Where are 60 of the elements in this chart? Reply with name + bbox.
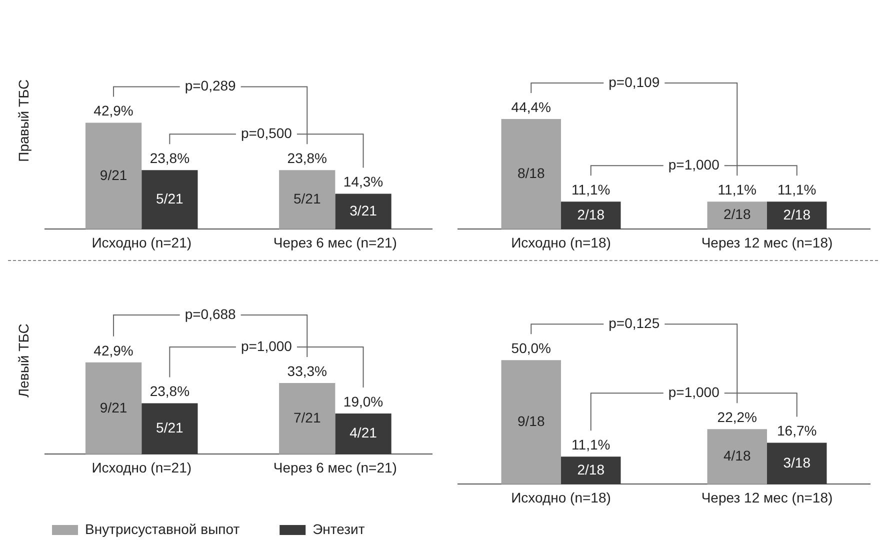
data-label: 23,8% <box>150 383 190 400</box>
legend-label: Энтезит <box>312 520 366 537</box>
text: p=0,688 <box>184 306 236 322</box>
data-label: 22,2% <box>717 408 757 425</box>
annotation: 9/18 <box>518 413 545 429</box>
annotation: 2/18 <box>577 206 605 222</box>
annotation: 2/18 <box>577 461 605 478</box>
annotation: 2/18 <box>783 206 811 222</box>
annotation: 3/18 <box>783 454 811 470</box>
annotation: 9/21 <box>100 166 128 183</box>
x-tick-label: Исходно (n=18) <box>511 489 611 506</box>
x-tick-label: Через 12 мес (n=18) <box>701 489 833 506</box>
bar <box>85 362 142 454</box>
x-tick-label: Исходно (n=18) <box>511 234 611 250</box>
data-label: 14,3% <box>343 174 384 190</box>
x-tick-label: Исходно (n=21) <box>92 234 192 250</box>
legend-label: Внутрисуставной выпот <box>85 520 240 537</box>
bar <box>335 414 392 454</box>
annotation: 8/18 <box>518 164 545 181</box>
data-label: 11,1% <box>778 182 816 198</box>
bar <box>279 382 336 454</box>
y-axis-title: Левый ТБС <box>15 324 32 398</box>
bar <box>707 429 767 484</box>
x-tick-label: Через 6 мес (n=21) <box>273 234 397 250</box>
annotation: 4/21 <box>350 424 378 441</box>
text: p=0,125 <box>608 314 660 331</box>
bar <box>501 360 561 484</box>
data-label: 44,4% <box>511 98 551 115</box>
annotation: 5/21 <box>294 190 321 207</box>
annotation: p=0,500 <box>240 124 292 141</box>
data-label: 42,9% <box>94 102 134 119</box>
annotation: p=1,000 <box>668 384 720 400</box>
x-tick-label: Через 6 мес (n=21) <box>273 459 397 476</box>
text: p=0,109 <box>608 74 660 90</box>
annotation: 7/21 <box>294 410 321 426</box>
data-label: 16,7% <box>777 422 817 439</box>
x-tick-label: Исходно (n=21) <box>92 459 192 476</box>
bar <box>561 456 621 484</box>
bar <box>142 403 198 454</box>
data-label: 19,0% <box>343 393 384 410</box>
text: p=1,000 <box>240 338 292 354</box>
annotation: 3/21 <box>350 202 378 218</box>
y-axis-title: Правый ТБС <box>15 79 32 162</box>
data-label: 23,8% <box>287 150 327 166</box>
data-label: 33,3% <box>287 362 327 379</box>
annotation: 5/21 <box>156 190 184 207</box>
annotation: 2/18 <box>724 206 751 222</box>
annotation: 5/21 <box>156 420 184 436</box>
x-tick-label: Через 12 мес (n=18) <box>701 234 833 250</box>
data-label: 50,0% <box>511 340 551 356</box>
data-label: 11,1% <box>572 182 610 198</box>
annotation: 4/18 <box>724 448 751 464</box>
annotation: 9/21 <box>100 399 128 416</box>
annotation: p=1,000 <box>668 156 720 173</box>
text: p=0,289 <box>184 78 236 94</box>
bar <box>767 442 827 484</box>
data-label: 23,8% <box>150 150 190 166</box>
data-label: 11,1% <box>572 436 610 453</box>
data-label: 11,1% <box>718 182 756 198</box>
data-label: 42,9% <box>94 342 134 358</box>
